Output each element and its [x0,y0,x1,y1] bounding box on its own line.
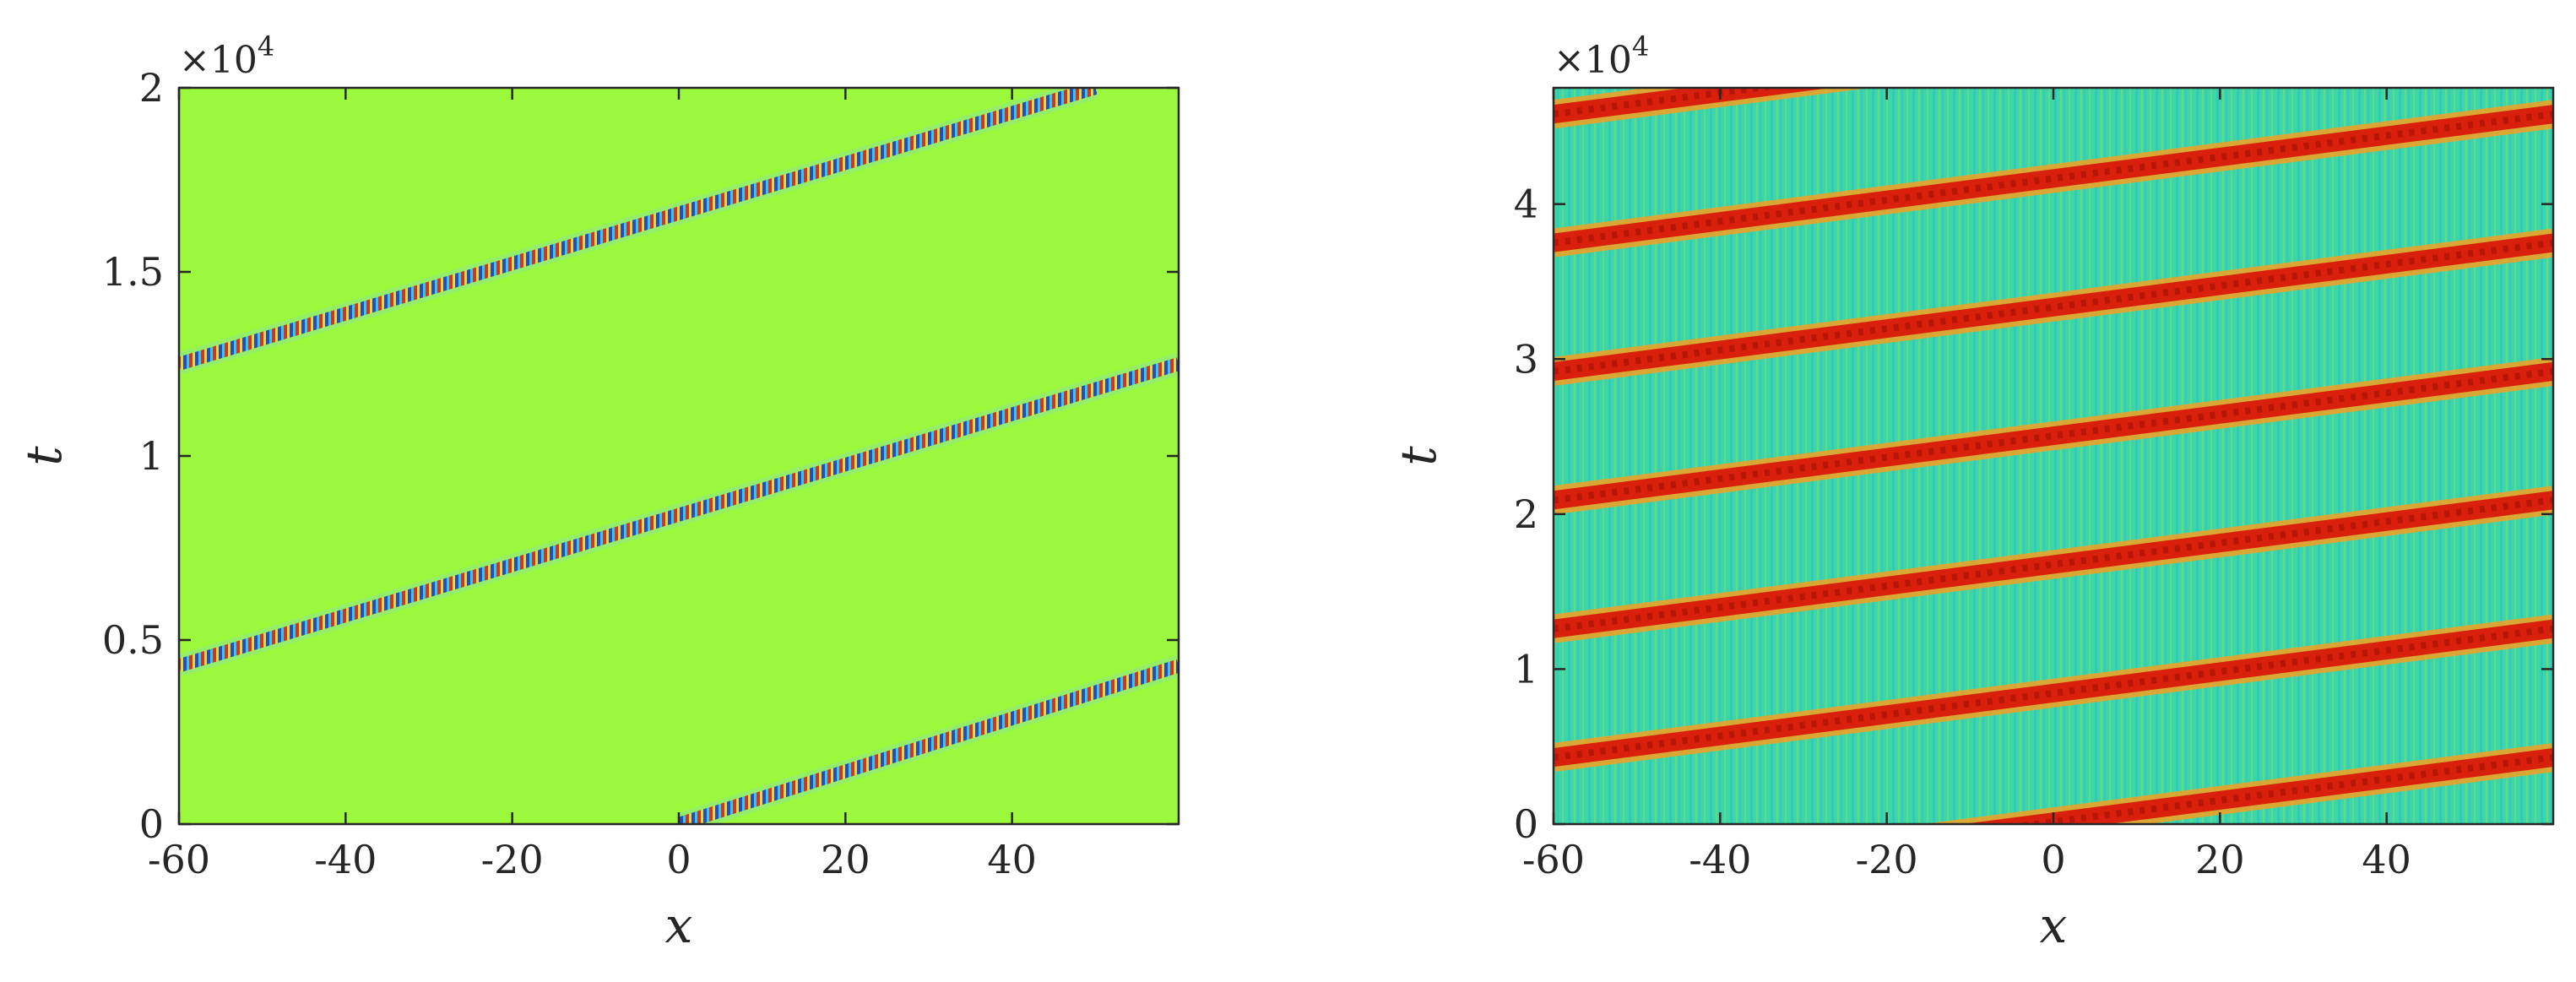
plot-area-right [1554,88,2553,824]
x-tick-label-right-1: -40 [1689,837,1751,882]
wave-band-right-2 [1554,614,2553,772]
x-tick-label-right-2: -20 [1856,837,1918,882]
wave-band-right-5 [1554,228,2553,386]
wave-bands-left [179,88,1179,824]
chart-left: -60 -40 -20 0 20 40 0 0.5 1 1.5 2 x t ×104 [15,30,1180,954]
x-tick-label-left-1: -40 [314,837,377,882]
x-tick-label-left-3: 0 [666,837,691,882]
y-axis-ticks-right: 0 1 2 3 4 [1514,182,2553,847]
y-tick-label-left-2: 1 [139,433,164,479]
wave-band-right-6 [1554,100,2553,258]
y-multiplier-left: ×104 [179,30,274,82]
y-tick-label-right-4: 4 [1514,182,1538,227]
y-axis-ticks-left: 0 0.5 1 1.5 2 [102,65,1179,847]
y-axis-label-right: t [1390,446,1447,466]
x-tick-label-left-2: -20 [481,837,544,882]
x-tick-label-left-0: -60 [148,837,210,882]
x-tick-label-right-0: -60 [1522,837,1585,882]
wave-packet-left-3 [179,88,1099,375]
wave-packet-left-2 [179,353,1179,676]
y-tick-label-left-4: 2 [139,65,164,111]
y-tick-label-right-1: 1 [1514,646,1538,692]
y-tick-label-left-3: 1.5 [102,249,164,295]
chart-right: -60 -40 -20 0 20 40 0 1 2 3 4 x t ×104 [1390,30,2555,954]
x-tick-label-right-3: 0 [2041,837,2065,882]
y-axis-label-left: t [15,446,73,466]
x-axis-ticks-right: -60 -40 -20 0 20 40 [1522,88,2411,882]
x-tick-label-right-5: 40 [2362,837,2411,882]
x-axis-label-right: x [2040,897,2068,954]
y-tick-label-left-1: 0.5 [102,617,164,663]
x-tick-label-right-4: 20 [2195,837,2245,882]
y-tick-label-right-0: 0 [1514,801,1538,847]
x-tick-label-left-5: 40 [987,837,1037,882]
y-multiplier-right: ×104 [1554,30,1649,82]
wave-band-right-3 [1554,486,2553,643]
wave-bands-right [1554,88,2553,824]
x-axis-ticks-left: -60 -40 -20 0 20 40 [148,88,1037,882]
wave-band-right-4 [1554,357,2553,515]
x-axis-label-left: x [665,897,693,954]
wave-packet-left-1 [675,655,1179,824]
y-tick-label-left-0: 0 [139,801,164,847]
x-tick-label-left-4: 20 [821,837,870,882]
y-tick-label-right-3: 3 [1514,336,1538,382]
y-tick-label-right-2: 2 [1514,491,1538,537]
